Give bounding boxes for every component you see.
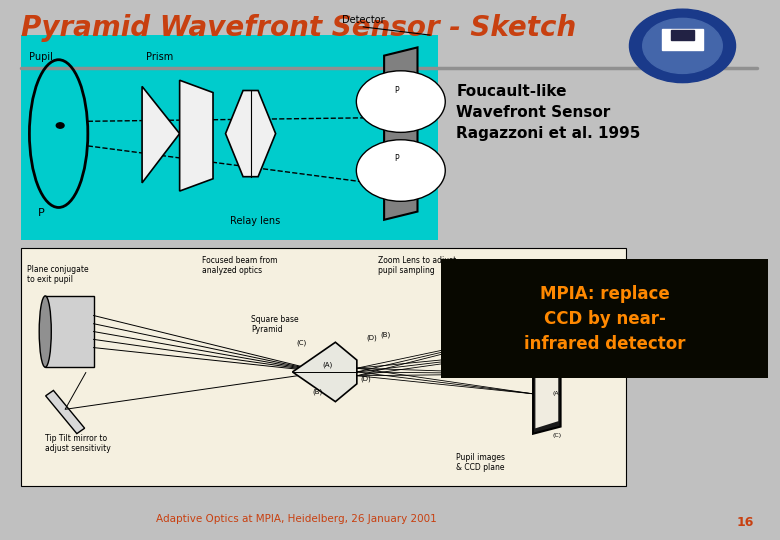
Text: (D): (D) [367,335,378,341]
Polygon shape [225,91,275,177]
Text: Tip Tilt mirror to
adjust sensitivity: Tip Tilt mirror to adjust sensitivity [45,434,111,453]
Text: Detector: Detector [342,15,385,25]
FancyBboxPatch shape [441,259,768,378]
Bar [671,30,694,40]
Text: Square base
Pyramid: Square base Pyramid [251,315,299,334]
Text: (A): (A) [322,362,333,368]
Text: Pyramid Wavefront Sensor - Sketch: Pyramid Wavefront Sensor - Sketch [21,14,576,42]
Polygon shape [533,284,561,434]
Text: (B): (B) [548,295,558,300]
Text: Relay lens: Relay lens [230,216,280,226]
Text: (C): (C) [296,340,307,347]
Text: (A): (A) [552,336,562,341]
Text: (D): (D) [361,375,371,382]
Bar [21,248,626,486]
Circle shape [629,9,736,83]
Text: P: P [395,154,399,163]
Circle shape [643,18,722,73]
Text: MPIA: replace
CCD by near-
infrared detector: MPIA: replace CCD by near- infrared dete… [523,285,686,353]
Text: Pupil images
& CCD plane: Pupil images & CCD plane [456,453,505,472]
Circle shape [56,123,64,128]
Text: (C): (C) [552,433,562,438]
Text: (B): (B) [312,389,322,395]
Text: Zoom Lens to adjust
pupil sampling: Zoom Lens to adjust pupil sampling [378,255,456,275]
Text: P: P [37,208,44,218]
Text: (A): (A) [552,392,562,396]
Circle shape [356,140,445,201]
Bar [21,35,438,240]
Bar [662,29,703,50]
Polygon shape [384,48,417,220]
Text: (B): (B) [381,332,391,339]
Text: Pupil: Pupil [30,52,53,62]
Circle shape [356,71,445,132]
Polygon shape [142,86,179,183]
Polygon shape [179,80,213,191]
Text: Plane conjugate
to exit pupil: Plane conjugate to exit pupil [27,265,89,285]
Text: Prism: Prism [147,52,173,62]
Ellipse shape [39,296,51,367]
Bar [45,296,94,367]
Polygon shape [292,342,357,402]
Text: P: P [395,86,399,96]
Text: Foucault-like
Wavefront Sensor
Ragazzoni et al. 1995: Foucault-like Wavefront Sensor Ragazzoni… [456,84,640,141]
Text: Adaptive Optics at MPIA, Heidelberg, 26 January 2001: Adaptive Optics at MPIA, Heidelberg, 26 … [156,515,437,524]
Text: Focused beam from
analyzed optics: Focused beam from analyzed optics [203,255,278,275]
Text: 16: 16 [737,516,754,529]
Polygon shape [535,289,558,428]
Polygon shape [45,390,84,434]
